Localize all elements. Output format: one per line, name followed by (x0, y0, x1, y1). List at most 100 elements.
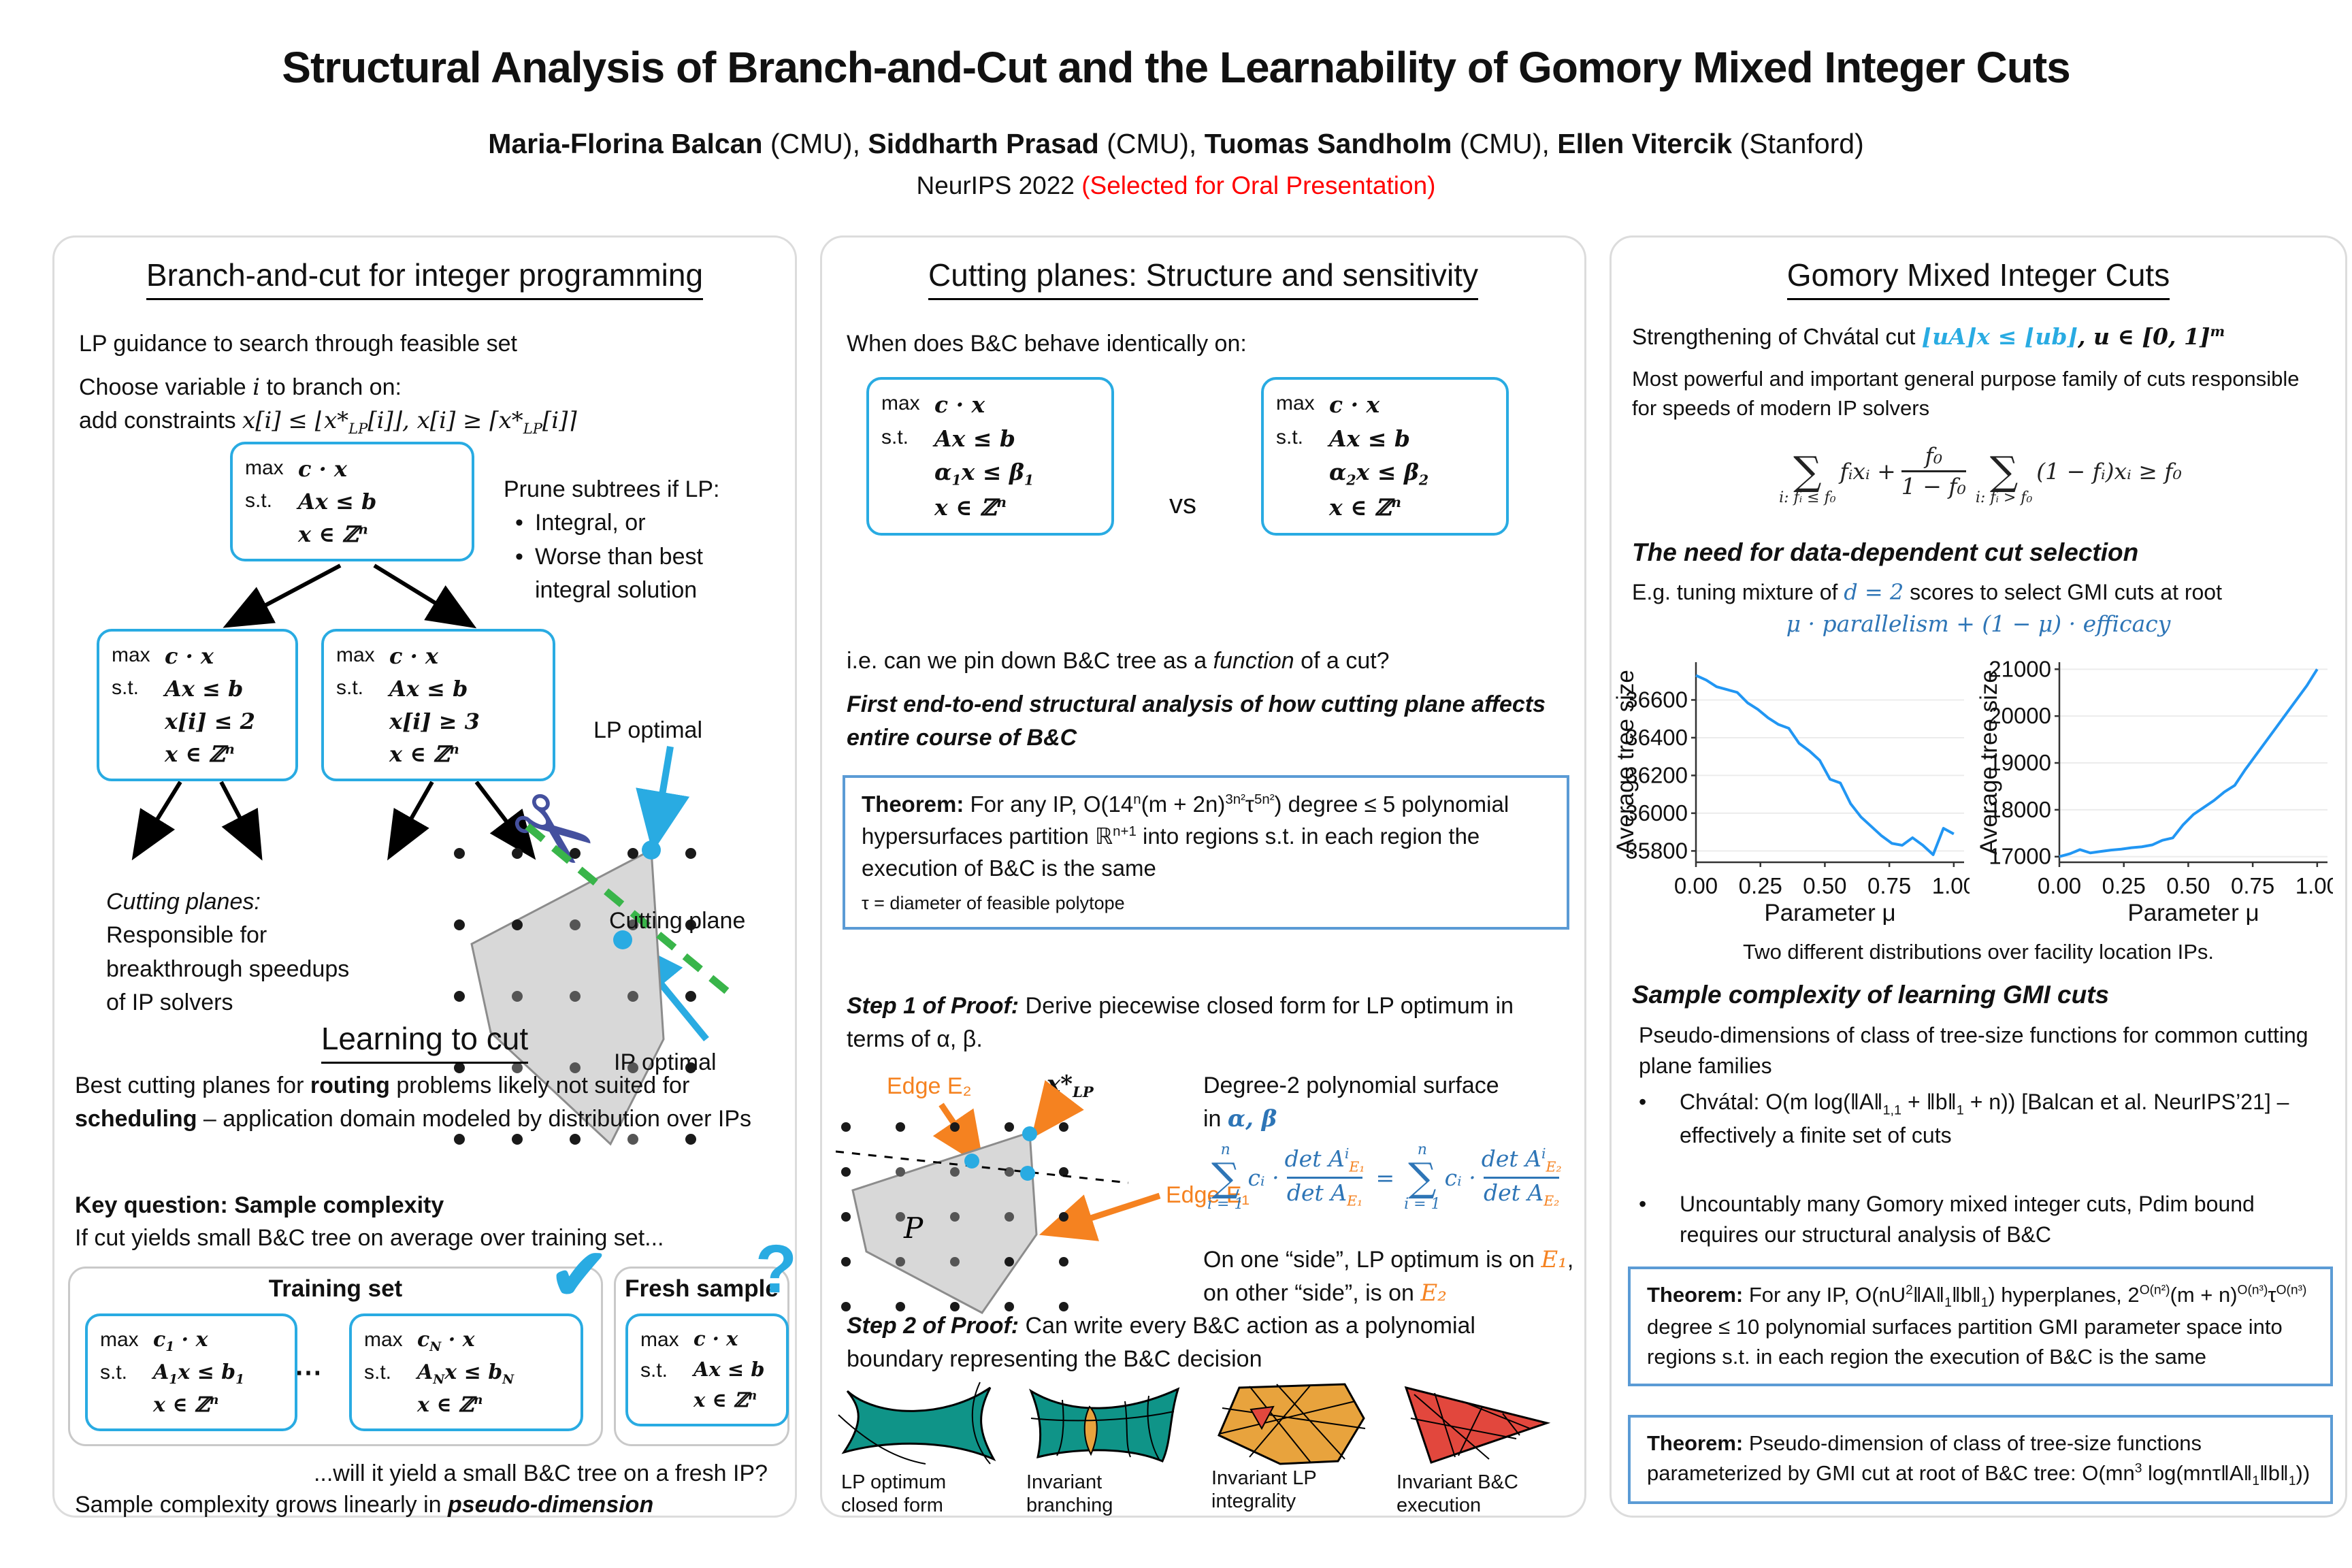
xlp-label: x*LP (1047, 1071, 1094, 1100)
tuning-text: E.g. tuning mixture of d = 2 scores to s… (1632, 579, 2222, 605)
shape-invariant-bc-execution (1404, 1386, 1551, 1464)
svg-text:0.00: 0.00 (1674, 873, 1718, 898)
p-polytope-figure: P (836, 1122, 1129, 1314)
section-heading-2: Cutting planes: Structure and sensitivit… (822, 257, 1584, 300)
cutting-planes-note: Cutting planes: Responsible for breakthro… (106, 889, 350, 1015)
svg-text:0.25: 0.25 (1739, 873, 1782, 898)
svg-text:0.25: 0.25 (2102, 873, 2146, 898)
panel-cutting-planes: Cutting planes: Structure and sensitivit… (820, 235, 1586, 1518)
venue-note: (Selected for Oral Presentation) (1081, 172, 1436, 199)
svg-text:0.75: 0.75 (1867, 873, 1911, 898)
routing-scheduling-text: Best cutting planes for routing problems… (75, 1073, 752, 1132)
theorem-box-3: Theorem: Pseudo-dimension of class of tr… (1628, 1415, 2333, 1505)
lattice-dots (454, 848, 696, 1145)
chart-caption: Two different distributions over facilit… (1742, 940, 2215, 964)
panel-gmi-cuts: Gomory Mixed Integer Cuts Strengthening … (1610, 235, 2347, 1518)
svg-text:1.00: 1.00 (1932, 873, 1970, 898)
gmi-equation: ∑ i: fᵢ ≤ f₀ fᵢxᵢ + f₀ 1 − f₀ ∑ i: fᵢ > f₀ … (1779, 442, 2182, 506)
svg-text:36400: 36400 (1625, 725, 1688, 750)
ip-alpha2-box: max c · x s.t. Ax ≤ b α2x ≤ β2 x ∈ ℤn (1261, 377, 1509, 536)
step1-text: Step 1 of Proof: Derive piecewise closed… (847, 993, 1514, 1053)
svg-text:0.00: 0.00 (2038, 873, 2081, 898)
sample-complexity-heading: Sample complexity of learning GMI cuts (1632, 981, 2110, 1009)
training-set-label: Training set (268, 1275, 403, 1302)
svg-text:18000: 18000 (1989, 797, 2051, 822)
svg-text:Parameter μ: Parameter μ (1764, 900, 1895, 925)
cutting-plane-label: Cutting plane (609, 908, 746, 934)
shape-label-2: Invariant branching (1026, 1471, 1113, 1517)
section-heading-1: Branch-and-cut for integer programming (54, 257, 795, 300)
lp-optimal-dot (642, 840, 661, 860)
mu-formula: μ · parallelism + (1 − μ) · efficacy (1786, 610, 2171, 637)
section-heading-3: Gomory Mixed Integer Cuts (1612, 257, 2345, 300)
poster-title: Structural Analysis of Branch-and-Cut an… (282, 43, 2070, 92)
theorem-box-2: Theorem: For any IP, O(nU2‖A‖1‖b‖1) hype… (1628, 1267, 2333, 1386)
gmi-bullet: • Uncountably many Gomory mixed integer c… (1639, 1192, 2255, 1247)
pseudo-dim-intro: Pseudo-dimensions of class of tree-size … (1639, 1023, 2308, 1078)
shape-invariant-branching (1028, 1387, 1180, 1463)
svg-text:36200: 36200 (1625, 762, 1688, 787)
prune-note: Prune subtrees if LP: • Integral, or • Wor… (504, 476, 720, 603)
venue: NeurIPS 2022 (916, 172, 1082, 199)
training-set-box: Training set ✔ max c1 · x s.t. A1x ≤ b1 x ∈ … (68, 1235, 609, 1446)
cutting-plane-line (525, 823, 738, 1002)
degree2-text: Degree-2 polynomial surface in α, β (1203, 1073, 1499, 1133)
edge-e1-label: Edge E₁ (1166, 1182, 1250, 1208)
lattice-dots (841, 1122, 1068, 1311)
claim-text: First end-to-end structural analysis of … (847, 691, 1546, 751)
author-name: Tuomas Sandholm (1204, 128, 1452, 159)
branch-rule-text: Choose variable i to branch on: add cons… (79, 374, 577, 438)
panel-branch-and-cut: Branch-and-cut for integer programming L… (52, 235, 797, 1518)
chvatal-bullet: • Chvátal: O(m log(‖A‖1,1 + ‖b‖1 + n)) [B… (1639, 1090, 2289, 1148)
tree-size-chart-right: 17000 18000 19000 20000 21000 0.00 0.25 0.50 0.7… (1979, 656, 2333, 925)
author-affil: (Stanford) (1732, 128, 1864, 159)
vs-label: vs (1169, 489, 1196, 519)
pseudo-dimension-text: Sample complexity grows linearly in pseu… (75, 1492, 654, 1518)
fresh-sample-label: Fresh sample (625, 1275, 779, 1302)
lp-optimum-equation: n ∑ i = 1 cᵢ · det AiE₁ det AE₁ = n ∑ i = 1 c… (1207, 1141, 1562, 1213)
shape-label-4: Invariant B&C execution (1396, 1471, 1518, 1517)
ip-alpha1-box: max c · x s.t. Ax ≤ b α1x ≤ β1 x ∈ ℤn (866, 377, 1114, 536)
svg-text:0.50: 0.50 (2166, 873, 2210, 898)
when-does-text: When does B&C behave identically on: (847, 331, 1247, 357)
svg-text:20000: 20000 (1989, 703, 2051, 728)
shape-label-3: Invariant LP integrality (1211, 1467, 1317, 1513)
author-affil: (CMU), (1098, 128, 1205, 159)
most-powerful-text: Most powerful and important general purp… (1632, 367, 2300, 421)
svg-text:Average tree size: Average tree size (1979, 670, 2002, 855)
venue-line: NeurIPS 2022 (Selected for Oral Presenta… (0, 172, 2352, 200)
svg-text:36600: 36600 (1625, 687, 1688, 712)
svg-text:Average tree size: Average tree size (1616, 670, 1639, 855)
step2-text: Step 2 of Proof: Can write every B&C act… (847, 1313, 1475, 1373)
surface-dashed-line (836, 1150, 1129, 1184)
training-ip-N: max cN · x s.t. ANx ≤ bN x ∈ ℤn (349, 1313, 583, 1431)
author-name: Maria-Florina Balcan (488, 128, 763, 159)
polytope-figure (454, 823, 738, 1146)
authors-line: Maria-Florina Balcan (CMU), Siddharth Pr… (0, 128, 2352, 160)
theorem-footnote: τ = diameter of feasible polytope (862, 892, 1125, 913)
author-affil: (CMU), (1452, 128, 1558, 159)
ip-optimal-label: IP optimal (614, 1049, 717, 1075)
svg-text:36000: 36000 (1625, 800, 1688, 826)
svg-text:19000: 19000 (1989, 750, 2051, 775)
svg-text:21000: 21000 (1989, 656, 2051, 681)
shape-invariant-lp-integrality (1218, 1383, 1366, 1465)
svg-text:17000: 17000 (1989, 844, 2051, 869)
training-ip-1: max c1 · x s.t. A1x ≤ b1 x ∈ ℤn (85, 1313, 297, 1431)
shape-lp-closed-form (838, 1382, 996, 1465)
author-name: Ellen Vitercik (1557, 128, 1733, 159)
tree-size-chart-left: 35800 36000 36200 36400 36600 0.00 0.25 0.50 0.7… (1616, 662, 1970, 925)
shape-label-1: LP optimum closed form (841, 1471, 947, 1517)
ip-optimal-dot (613, 930, 632, 949)
svg-text:1.00: 1.00 (2296, 873, 2333, 898)
ellipsis: ⋯ (295, 1358, 322, 1388)
need-heading: The need for data-dependent cut selectio… (1632, 538, 2139, 566)
pin-down-text: i.e. can we pin down B&C tree as a funct… (847, 648, 1390, 674)
if-cut-text: If cut yields small B&C tree on average … (75, 1225, 664, 1251)
lp-guidance-text: LP guidance to search through feasible s… (79, 331, 517, 357)
